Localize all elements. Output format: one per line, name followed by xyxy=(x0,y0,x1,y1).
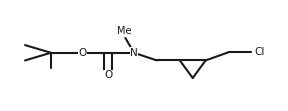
Text: Me: Me xyxy=(117,26,131,36)
Text: Cl: Cl xyxy=(254,47,265,57)
Text: O: O xyxy=(78,48,86,58)
Text: O: O xyxy=(104,70,112,80)
Text: N: N xyxy=(130,48,138,58)
